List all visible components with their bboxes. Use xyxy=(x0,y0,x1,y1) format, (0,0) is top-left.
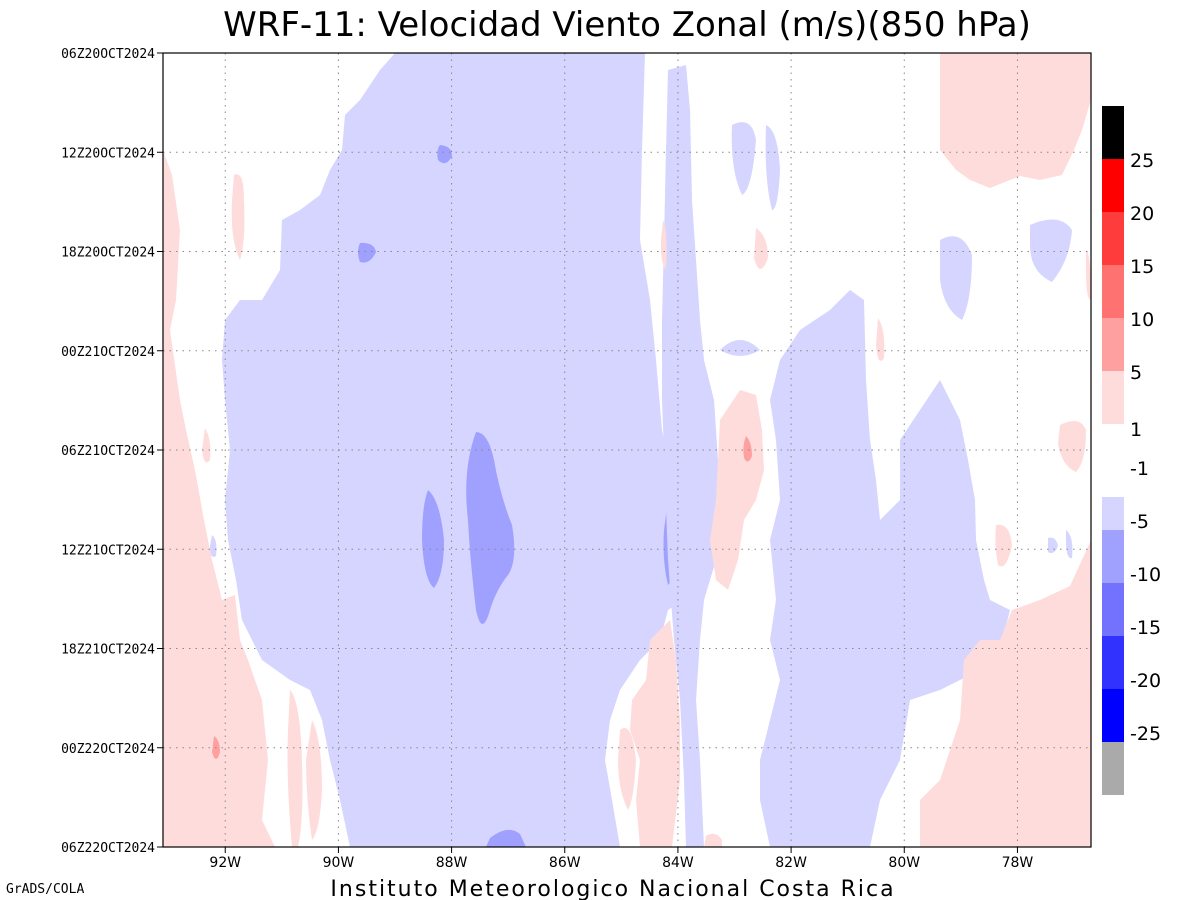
colorbar-label: 10 xyxy=(1130,309,1154,331)
colorbar-swatch xyxy=(1102,689,1124,742)
y-axis: 06Z20OCT2024 12Z20OCT2024 18Z20OCT2024 00Z2… xyxy=(61,47,163,856)
y-tick-label: 00Z22OCT2024 xyxy=(61,742,155,757)
credit-text: GrADS/COLA xyxy=(6,882,84,897)
x-tick-label: 90W xyxy=(323,855,355,871)
y-tick-label: 12Z20OCT2024 xyxy=(61,146,155,161)
westerly-core xyxy=(743,436,752,462)
westerly-spot xyxy=(306,720,322,840)
colorbar-swatch xyxy=(1102,265,1124,318)
colorbar-swatch xyxy=(1102,106,1124,159)
colorbar-swatch xyxy=(1102,583,1124,636)
colorbar-swatch xyxy=(1102,530,1124,583)
chart-title: WRF-11: Velocidad Viento Zonal (m/s)(850… xyxy=(223,5,1031,45)
colorbar-swatch xyxy=(1102,742,1124,795)
easterly-core xyxy=(358,242,376,263)
easterly-spot xyxy=(1066,530,1073,559)
easterly-core xyxy=(466,432,515,624)
westerly-region-west-edge xyxy=(163,150,275,847)
westerly-spot xyxy=(1086,250,1091,300)
y-tick-label: 06Z20OCT2024 xyxy=(61,47,155,62)
colorbar-label: 15 xyxy=(1130,256,1154,278)
colorbar-label: 5 xyxy=(1130,362,1142,384)
easterly-spot xyxy=(210,535,217,557)
westerly-spot xyxy=(202,428,211,463)
westerly-region-east-bottom xyxy=(920,540,1091,847)
colorbar-label: 25 xyxy=(1130,150,1154,172)
y-tick-label: 12Z21OCT2024 xyxy=(61,543,155,558)
easterly-core xyxy=(422,490,444,588)
easterly-region-east xyxy=(760,290,1010,847)
colorbar-label: -15 xyxy=(1130,617,1161,639)
colorbar: 25 20 15 10 5 1 -1 -5 -10 -15 -20 -25 xyxy=(1102,106,1161,795)
x-tick-label: 86W xyxy=(549,855,581,871)
colorbar-label: -1 xyxy=(1130,458,1149,480)
x-tick-label: 92W xyxy=(209,855,241,871)
colorbar-swatch xyxy=(1102,371,1124,424)
colorbar-label: 1 xyxy=(1130,419,1142,441)
westerly-region-east-mid xyxy=(1058,421,1086,472)
easterly-spot xyxy=(940,236,972,320)
colorbar-label: 20 xyxy=(1130,203,1154,225)
x-tick-label: 78W xyxy=(1002,855,1034,871)
easterly-strip xyxy=(662,65,720,847)
colorbar-swatch xyxy=(1102,636,1124,689)
x-axis: 92W 90W 88W 86W 84W 82W 80W 78W xyxy=(209,847,1033,871)
easterly-spot xyxy=(1030,219,1072,282)
westerly-patch xyxy=(710,390,764,590)
x-tick-label: 82W xyxy=(775,855,807,871)
y-tick-label: 18Z20OCT2024 xyxy=(61,246,155,261)
colorbar-swatch xyxy=(1102,424,1124,477)
grid xyxy=(163,53,1091,847)
easterly-core xyxy=(437,145,452,164)
x-tick-label: 80W xyxy=(888,855,920,871)
westerly-spot xyxy=(660,220,667,270)
colorbar-swatch xyxy=(1102,159,1124,212)
colorbar-gap xyxy=(1102,477,1124,497)
y-tick-label: 18Z21OCT2024 xyxy=(61,643,155,658)
y-tick-label: 06Z21OCT2024 xyxy=(61,444,155,459)
colorbar-swatch xyxy=(1102,212,1124,265)
colorbar-label: -25 xyxy=(1130,723,1161,745)
easterly-spot xyxy=(731,122,756,195)
westerly-spot xyxy=(995,524,1012,567)
wind-field xyxy=(163,53,1091,847)
easterly-spot xyxy=(930,620,937,672)
easterly-spot xyxy=(720,340,760,356)
x-tick-label: 88W xyxy=(436,855,468,871)
x-tick-label: 84W xyxy=(662,855,694,871)
y-tick-label: 00Z21OCT2024 xyxy=(61,345,155,360)
westerly-patch xyxy=(630,620,680,847)
footer-text: Instituto Meteorologico Nacional Costa R… xyxy=(330,877,895,900)
easterly-spot xyxy=(1048,537,1058,554)
westerly-spot xyxy=(754,228,768,269)
westerly-spot xyxy=(231,174,245,260)
westerly-region-east-top xyxy=(940,53,1091,188)
colorbar-label: -10 xyxy=(1130,564,1161,586)
y-tick-label: 06Z22OCT2024 xyxy=(61,841,155,856)
westerly-spot xyxy=(704,833,722,847)
westerly-spot xyxy=(287,690,303,847)
colorbar-swatch xyxy=(1102,318,1124,371)
colorbar-label: -5 xyxy=(1130,511,1149,533)
westerly-patch xyxy=(618,728,636,810)
easterly-core xyxy=(486,829,526,847)
easterly-spot xyxy=(765,125,780,210)
colorbar-label: -20 xyxy=(1130,670,1161,692)
